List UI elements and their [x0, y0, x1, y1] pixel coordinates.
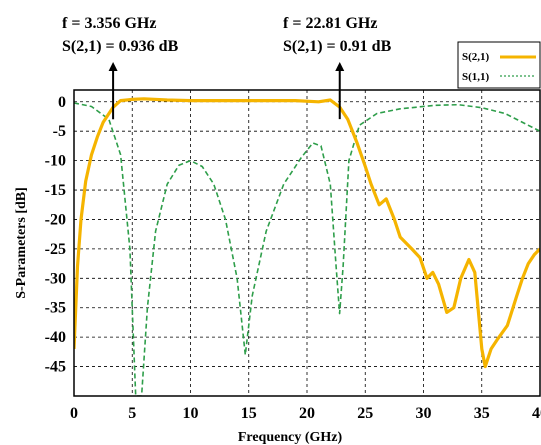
- x-tick-label: 0: [70, 405, 78, 422]
- x-tick-label: 30: [416, 405, 432, 422]
- tick-labels: 0 5 10 15 20 25 30 35 40 0 -5 -10 -15 -20 -25 -30 -35 -40…: [45, 94, 541, 422]
- series-line-s11: [74, 102, 540, 396]
- legend-label-s21: S(2,1): [462, 51, 490, 63]
- annotation-arrowhead: [108, 62, 118, 71]
- x-axis-label: Frequency (GHz): [238, 430, 343, 445]
- y-tick-label: -40: [45, 329, 66, 346]
- grid: [74, 90, 540, 396]
- y-tick-label: -10: [45, 153, 66, 170]
- y-tick-label: -25: [45, 241, 66, 258]
- y-axis-label: S-Parameters [dB]: [14, 187, 29, 299]
- x-tick-label: 15: [241, 405, 257, 422]
- x-tick-label: 25: [357, 405, 373, 422]
- series-line-s21: [74, 97, 540, 369]
- y-tick-label: -5: [53, 123, 66, 140]
- legend-box: [457, 41, 541, 89]
- annotations: f = 3.356 GHz S(2,1) = 0.936 dB f = 22.81 …: [62, 15, 392, 120]
- x-tick-label: 35: [474, 405, 490, 422]
- y-tick-label: -15: [45, 182, 66, 199]
- series-layer: [74, 97, 540, 396]
- x-tick-label: 20: [299, 405, 315, 422]
- annotation-value: S(2,1) = 0.91 dB: [283, 38, 392, 55]
- annotation-arrowhead: [335, 62, 345, 71]
- annotation-frequency: f = 22.81 GHz: [283, 15, 377, 32]
- y-tick-label: -45: [45, 359, 66, 376]
- annotation-frequency: f = 3.356 GHz: [62, 15, 156, 32]
- plot-frame: [73, 89, 541, 397]
- y-tick-label: -20: [45, 211, 66, 228]
- annotation-value: S(2,1) = 0.936 dB: [62, 38, 179, 55]
- y-tick-label: -35: [45, 300, 66, 317]
- y-tick-label: 0: [58, 94, 66, 111]
- x-tick-label: 10: [183, 405, 199, 422]
- legend: S(2,1) S(1,1): [457, 41, 541, 89]
- y-tick-label: -30: [45, 270, 66, 287]
- x-tick-label: 5: [128, 405, 136, 422]
- legend-label-s11: S(1,1): [462, 71, 490, 83]
- x-tick-label: 40: [532, 405, 541, 422]
